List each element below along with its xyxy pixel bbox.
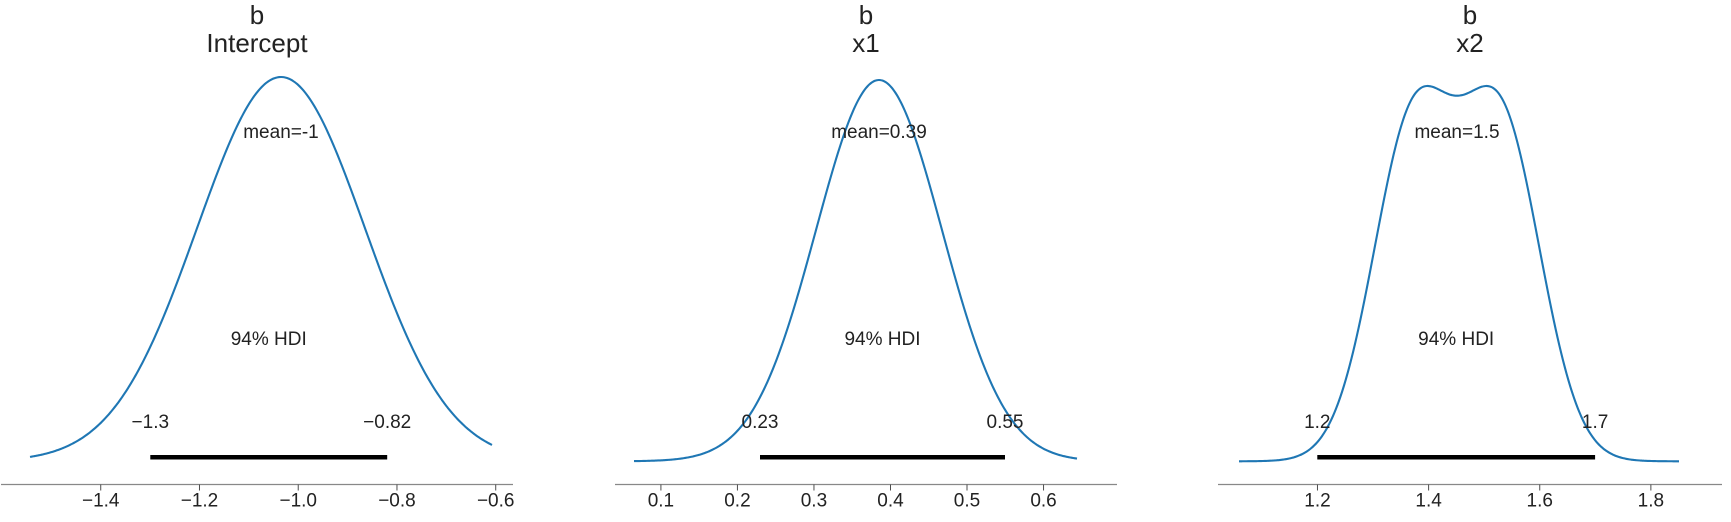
svg-text:mean=0.39: mean=0.39 [831,122,927,143]
svg-text:0.55: 0.55 [987,412,1024,433]
svg-text:−1.3: −1.3 [132,412,170,433]
svg-text:−1.0: −1.0 [279,491,317,512]
svg-text:1.2: 1.2 [1304,412,1330,433]
svg-text:1.4: 1.4 [1415,491,1442,512]
svg-text:0.3: 0.3 [801,491,827,512]
svg-text:mean=-1: mean=-1 [243,122,319,143]
svg-text:1.6: 1.6 [1527,491,1553,512]
svg-text:1.2: 1.2 [1304,491,1330,512]
svg-text:94% HDI: 94% HDI [1418,329,1494,350]
svg-text:94% HDI: 94% HDI [231,329,307,350]
svg-text:mean=1.5: mean=1.5 [1414,122,1499,143]
svg-text:−1.4: −1.4 [82,491,120,512]
svg-text:0.4: 0.4 [877,491,904,512]
svg-text:0.5: 0.5 [954,491,980,512]
svg-text:−0.6: −0.6 [477,491,515,512]
svg-text:0.2: 0.2 [724,491,750,512]
svg-text:1.7: 1.7 [1582,412,1608,433]
svg-text:94% HDI: 94% HDI [844,329,920,350]
svg-text:−1.2: −1.2 [181,491,219,512]
svg-text:0.23: 0.23 [742,412,779,433]
svg-text:−0.82: −0.82 [363,412,411,433]
svg-text:1.8: 1.8 [1638,491,1664,512]
svg-text:−0.8: −0.8 [378,491,416,512]
svg-text:0.6: 0.6 [1030,491,1056,512]
svg-text:0.1: 0.1 [648,491,674,512]
